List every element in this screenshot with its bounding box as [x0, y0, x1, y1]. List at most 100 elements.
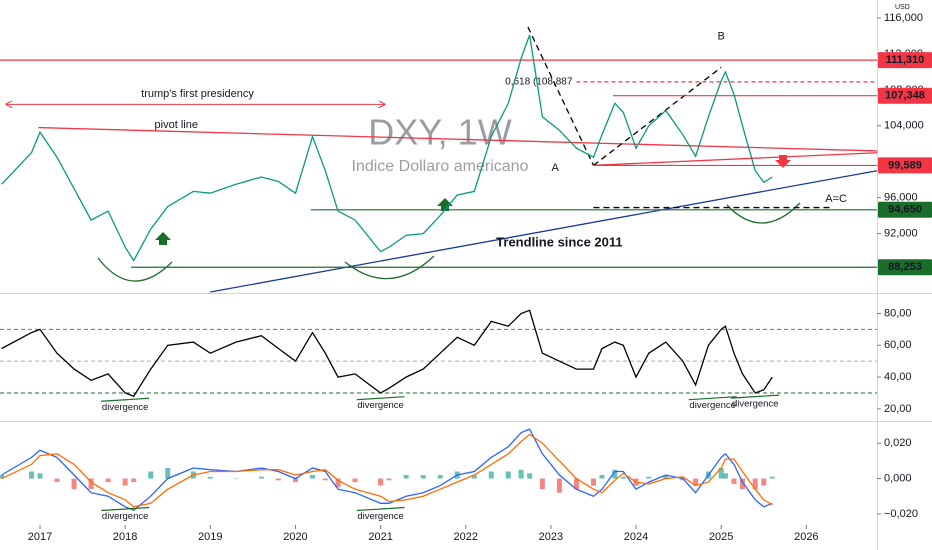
annotation: divergence — [689, 400, 735, 411]
arc — [726, 202, 801, 224]
histogram-bar — [207, 476, 213, 479]
annotation: divergence — [357, 400, 403, 411]
level-label: 94,650 — [888, 204, 922, 216]
y-tick-label: −0,020 — [884, 508, 918, 520]
histogram-bar — [88, 478, 94, 490]
divergence-line — [731, 394, 780, 399]
x-tick-label: 2022 — [454, 531, 478, 543]
histogram-bar — [322, 478, 328, 481]
level-label-box — [878, 201, 932, 218]
histogram-bar — [693, 478, 699, 486]
histogram-bar — [518, 469, 524, 479]
annotation: A=C — [825, 193, 847, 205]
histogram-bar — [573, 478, 579, 490]
y-tick-label: 0,020 — [884, 437, 912, 449]
series-line — [1, 34, 773, 262]
histogram-bar — [29, 471, 35, 479]
x-tick-label: 2018 — [113, 531, 137, 543]
y-tick-label: 96,000 — [884, 192, 918, 204]
histogram-bar — [105, 478, 111, 483]
histogram-bar — [292, 478, 298, 483]
histogram-bar — [556, 478, 562, 493]
histogram-bar — [335, 478, 341, 488]
histogram-bar — [122, 478, 128, 486]
series-line — [1, 433, 773, 508]
divergence-line — [101, 506, 150, 512]
annotation: pivot line — [155, 119, 198, 131]
histogram-bar — [386, 478, 392, 481]
y-tick-label: 116,000 — [884, 12, 923, 24]
histogram-bar — [646, 476, 652, 479]
annotation: divergence — [357, 511, 403, 522]
drawn-line — [593, 152, 878, 166]
level-label-box — [878, 87, 932, 104]
level-label-box — [878, 52, 932, 69]
arc-decorations — [97, 202, 801, 282]
level-label: 107,348 — [885, 90, 925, 102]
histogram-bar — [761, 478, 767, 486]
histogram-bar — [165, 467, 171, 479]
histogram-bar — [0, 475, 5, 479]
drawn-line — [210, 170, 878, 293]
drawn-line — [38, 126, 878, 152]
histogram-bar — [309, 475, 315, 479]
histogram-bar — [769, 476, 775, 479]
series-line — [1, 428, 773, 512]
x-tick-label: 2019 — [198, 531, 222, 543]
y-tick-label: 20,00 — [884, 403, 912, 415]
y-tick-label: 60,00 — [884, 339, 912, 351]
histogram-bar — [54, 478, 60, 483]
histogram-bar — [663, 475, 669, 479]
histogram-bar — [590, 478, 596, 486]
histogram-bar — [131, 478, 137, 483]
up-arrow — [155, 232, 171, 245]
series-line — [1, 309, 773, 397]
x-tick-label: 2020 — [283, 531, 307, 543]
arc — [344, 255, 435, 280]
annotation: divergence — [732, 399, 778, 410]
level-label: 88,253 — [888, 261, 922, 273]
histogram-bar — [420, 475, 426, 479]
histogram-bar — [352, 478, 358, 483]
histogram-bar — [233, 478, 239, 480]
histogram-bar — [378, 478, 384, 486]
y-tick-label: 0,000 — [884, 472, 912, 484]
divergence-line — [101, 397, 150, 402]
down-arrow — [775, 155, 791, 168]
annotation: divergence — [102, 402, 148, 413]
x-tick-label: 2024 — [624, 531, 648, 543]
histogram-bar — [527, 473, 533, 479]
drawn-line — [527, 26, 595, 166]
x-tick-label: 2025 — [709, 531, 733, 543]
level-label-box — [878, 259, 932, 276]
histogram-bar — [612, 469, 618, 479]
level-label: 0,618 (108,887 — [505, 77, 573, 88]
histogram-bar — [37, 473, 43, 479]
watermark-name: Indice Dollaro americano — [352, 158, 529, 175]
y-tick-label: 92,000 — [884, 228, 918, 240]
annotation: B — [718, 31, 725, 43]
arc — [97, 257, 173, 282]
x-tick-label: 2023 — [539, 531, 563, 543]
drawn-line — [593, 66, 722, 166]
histogram-bar — [505, 471, 511, 479]
annotation: divergence — [102, 511, 148, 522]
annotation: A — [551, 162, 559, 174]
x-tick-label: 2017 — [28, 531, 52, 543]
histogram-bar — [403, 475, 409, 479]
annotation: trump's first presidency — [141, 88, 254, 100]
histogram-bar — [599, 475, 605, 479]
histogram-bar — [437, 475, 443, 479]
histogram-bar — [718, 467, 724, 479]
y-tick-label: 80,00 — [884, 307, 912, 319]
histogram-bar — [731, 478, 737, 484]
x-tick-label: 2026 — [794, 531, 818, 543]
level-label: 111,310 — [886, 54, 925, 66]
histogram-bar — [488, 471, 494, 479]
histogram-bar — [258, 476, 264, 479]
up-arrow — [437, 198, 453, 211]
y-tick-label: 40,00 — [884, 371, 912, 383]
level-label: 99,589 — [888, 159, 922, 171]
histogram-bar — [71, 478, 77, 490]
